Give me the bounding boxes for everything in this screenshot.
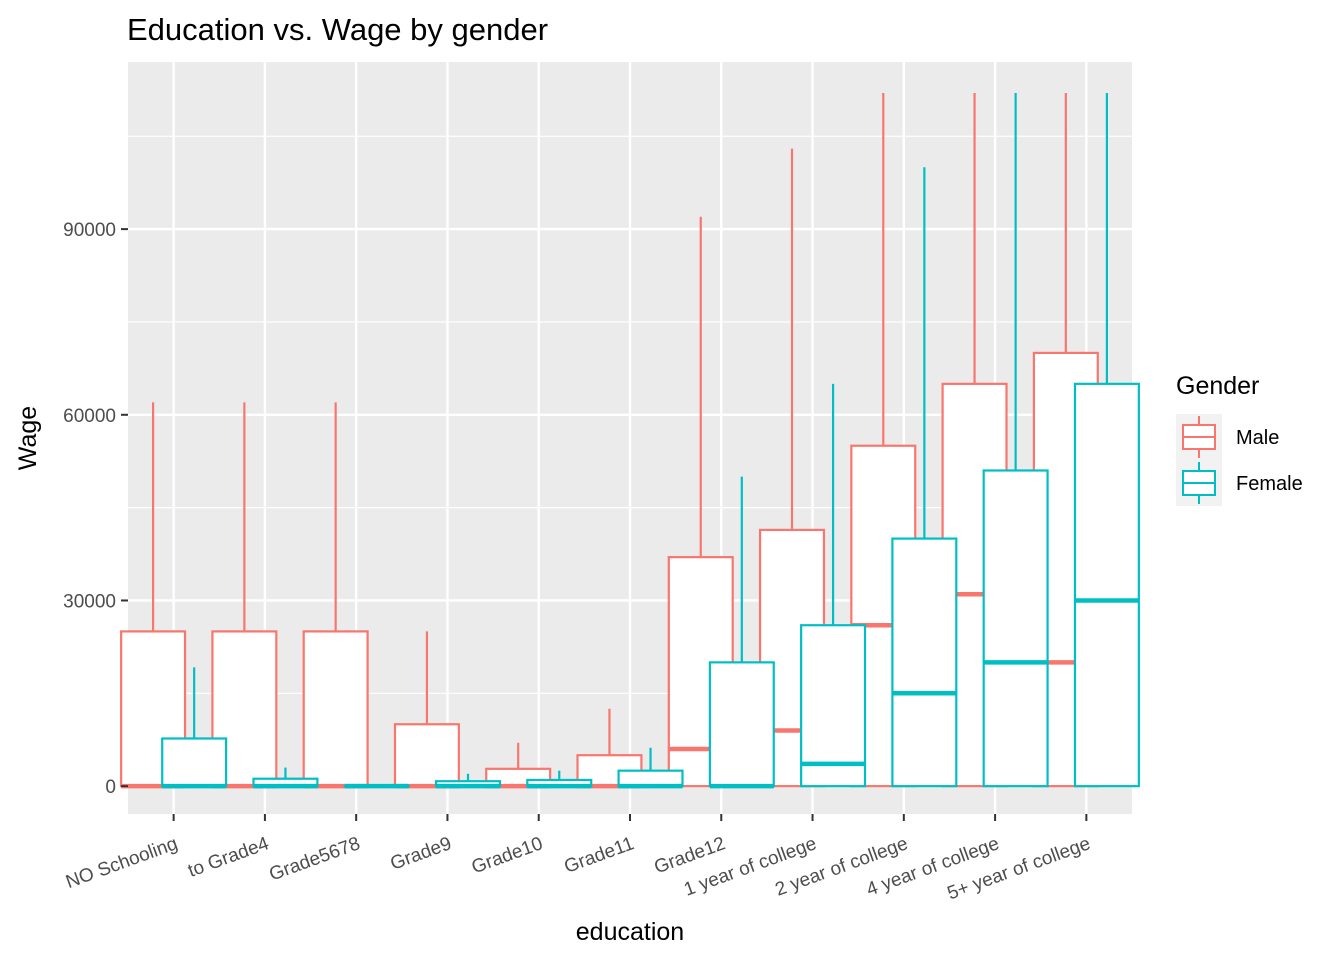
box-iqr xyxy=(393,723,460,788)
box-female-3 xyxy=(434,773,502,789)
box-male-0 xyxy=(120,402,187,789)
y-axis-title: Wage xyxy=(14,406,42,470)
box-iqr xyxy=(891,537,958,788)
box-iqr xyxy=(1073,382,1140,788)
box-iqr xyxy=(800,624,867,788)
legend-item-female: Female xyxy=(1176,460,1303,506)
legend-items: Male Female xyxy=(1176,414,1303,506)
y-tick-label: 30000 xyxy=(63,591,116,612)
box-female-1 xyxy=(252,767,319,789)
box-iqr xyxy=(161,737,228,788)
box-female-7 xyxy=(800,383,867,788)
y-tick-label: 90000 xyxy=(63,220,116,241)
box-female-6 xyxy=(708,476,775,789)
x-tick-label: Grade9 xyxy=(388,833,455,874)
box-series-group xyxy=(120,92,1140,789)
box-iqr xyxy=(982,469,1049,788)
box-iqr xyxy=(302,630,369,788)
x-tick-label: NO Schooling xyxy=(63,833,180,893)
box-female-0 xyxy=(161,667,228,789)
legend-item-male: Male xyxy=(1176,414,1279,460)
box-male-3 xyxy=(393,631,460,789)
x-tick-label: Grade10 xyxy=(469,833,546,878)
box-iqr xyxy=(708,661,775,788)
box-female-8 xyxy=(891,167,958,788)
box-female-10 xyxy=(1073,92,1140,788)
y-tick-label: 0 xyxy=(105,777,116,798)
x-axis-title: education xyxy=(576,918,684,946)
box-iqr xyxy=(617,769,684,788)
legend: Gender Male Female xyxy=(1176,372,1303,506)
legend-title: Gender xyxy=(1176,372,1259,400)
x-tick-label: Grade5678 xyxy=(267,833,364,885)
box-female-4 xyxy=(526,770,593,789)
box-iqr xyxy=(120,630,187,788)
x-tick-label: Grade11 xyxy=(562,833,637,878)
legend-label: Male xyxy=(1236,427,1279,449)
x-tick-label: to Grade4 xyxy=(185,833,272,882)
chart-title: Education vs. Wage by gender xyxy=(127,12,548,47)
box-female-9 xyxy=(982,92,1049,788)
y-axis: 0 30000 60000 90000 xyxy=(63,220,128,798)
legend-label: Female xyxy=(1236,473,1303,495)
box-female-5 xyxy=(617,747,684,789)
y-tick-label: 60000 xyxy=(63,406,116,427)
